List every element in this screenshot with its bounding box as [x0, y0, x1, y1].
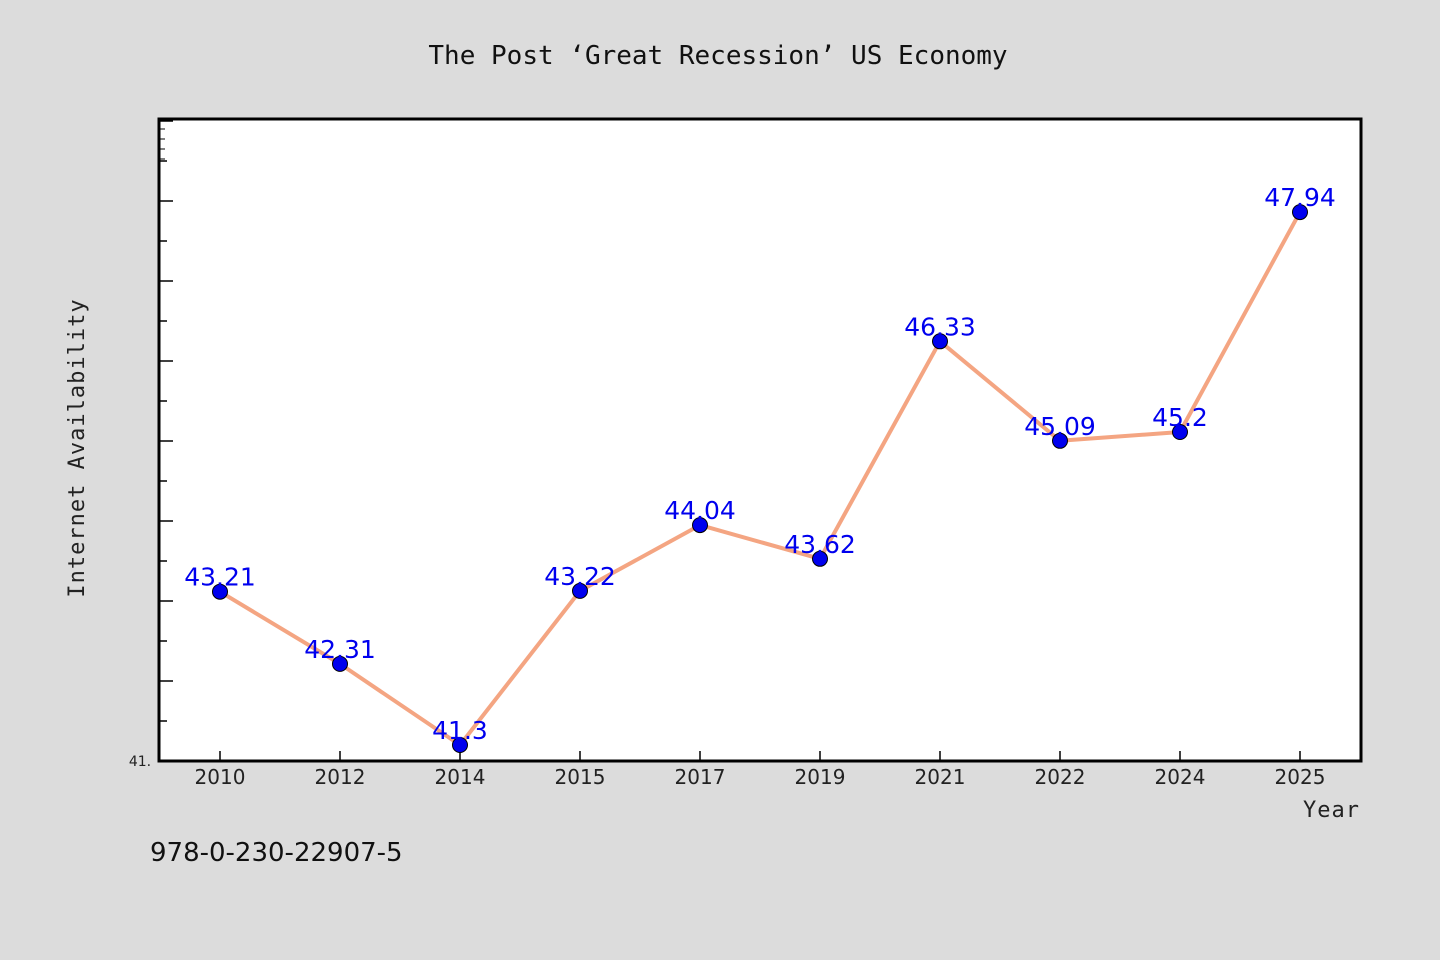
x-tick-label: 2012 [315, 765, 366, 789]
data-point [812, 550, 828, 567]
isbn-text: 978-0-230-22907-5 [150, 838, 403, 868]
y-axis-label: Internet Availability [65, 298, 90, 597]
data-label: 45.2 [1152, 403, 1208, 432]
data-label: 47.94 [1264, 183, 1336, 212]
data-label: 44.04 [664, 496, 736, 525]
data-point [1172, 424, 1188, 440]
x-tick-label: 2015 [555, 765, 606, 789]
x-tick-label: 2022 [1035, 765, 1086, 789]
x-axis-label: Year [1303, 798, 1360, 823]
data-point [692, 517, 708, 534]
data-label: 41.3 [432, 716, 488, 745]
x-axis-ticks: 2010 2012 2014 2015 2017 2019 2021 2022 2024 2025 [195, 751, 1326, 789]
x-tick-label: 2021 [915, 765, 966, 789]
series-line [218, 211, 1302, 747]
x-tick-label: 2025 [1275, 765, 1326, 789]
x-tick-label: 2010 [195, 765, 246, 789]
data-point [332, 655, 348, 672]
data-label: 43.22 [544, 562, 616, 591]
x-tick-label: 2019 [795, 765, 846, 789]
x-tick-label: 2017 [675, 765, 726, 789]
data-label: 45.09 [1024, 412, 1096, 441]
data-label: 46.33 [904, 312, 976, 341]
data-labels: 43.21 42.31 41.3 43.22 44.04 43.62 46.33 45.09 4… [184, 183, 1336, 745]
data-point [932, 333, 948, 350]
data-point [1292, 204, 1308, 221]
data-label: 43.21 [184, 563, 256, 592]
series-markers [212, 204, 1308, 753]
x-tick-label: 2024 [1155, 765, 1206, 789]
chart-title: The Post ‘Great Recession’ US Economy [428, 41, 1007, 71]
data-label: 42.31 [304, 635, 376, 664]
data-point [452, 737, 468, 753]
data-point [212, 583, 228, 600]
x-tick-label: 2014 [435, 765, 486, 789]
plot-area [157, 117, 1363, 763]
data-label: 43.62 [784, 530, 856, 559]
data-point [572, 582, 588, 599]
y-axis-min-label: 41. [129, 754, 151, 770]
data-point [1052, 432, 1068, 449]
y-axis-ticks [159, 120, 173, 762]
